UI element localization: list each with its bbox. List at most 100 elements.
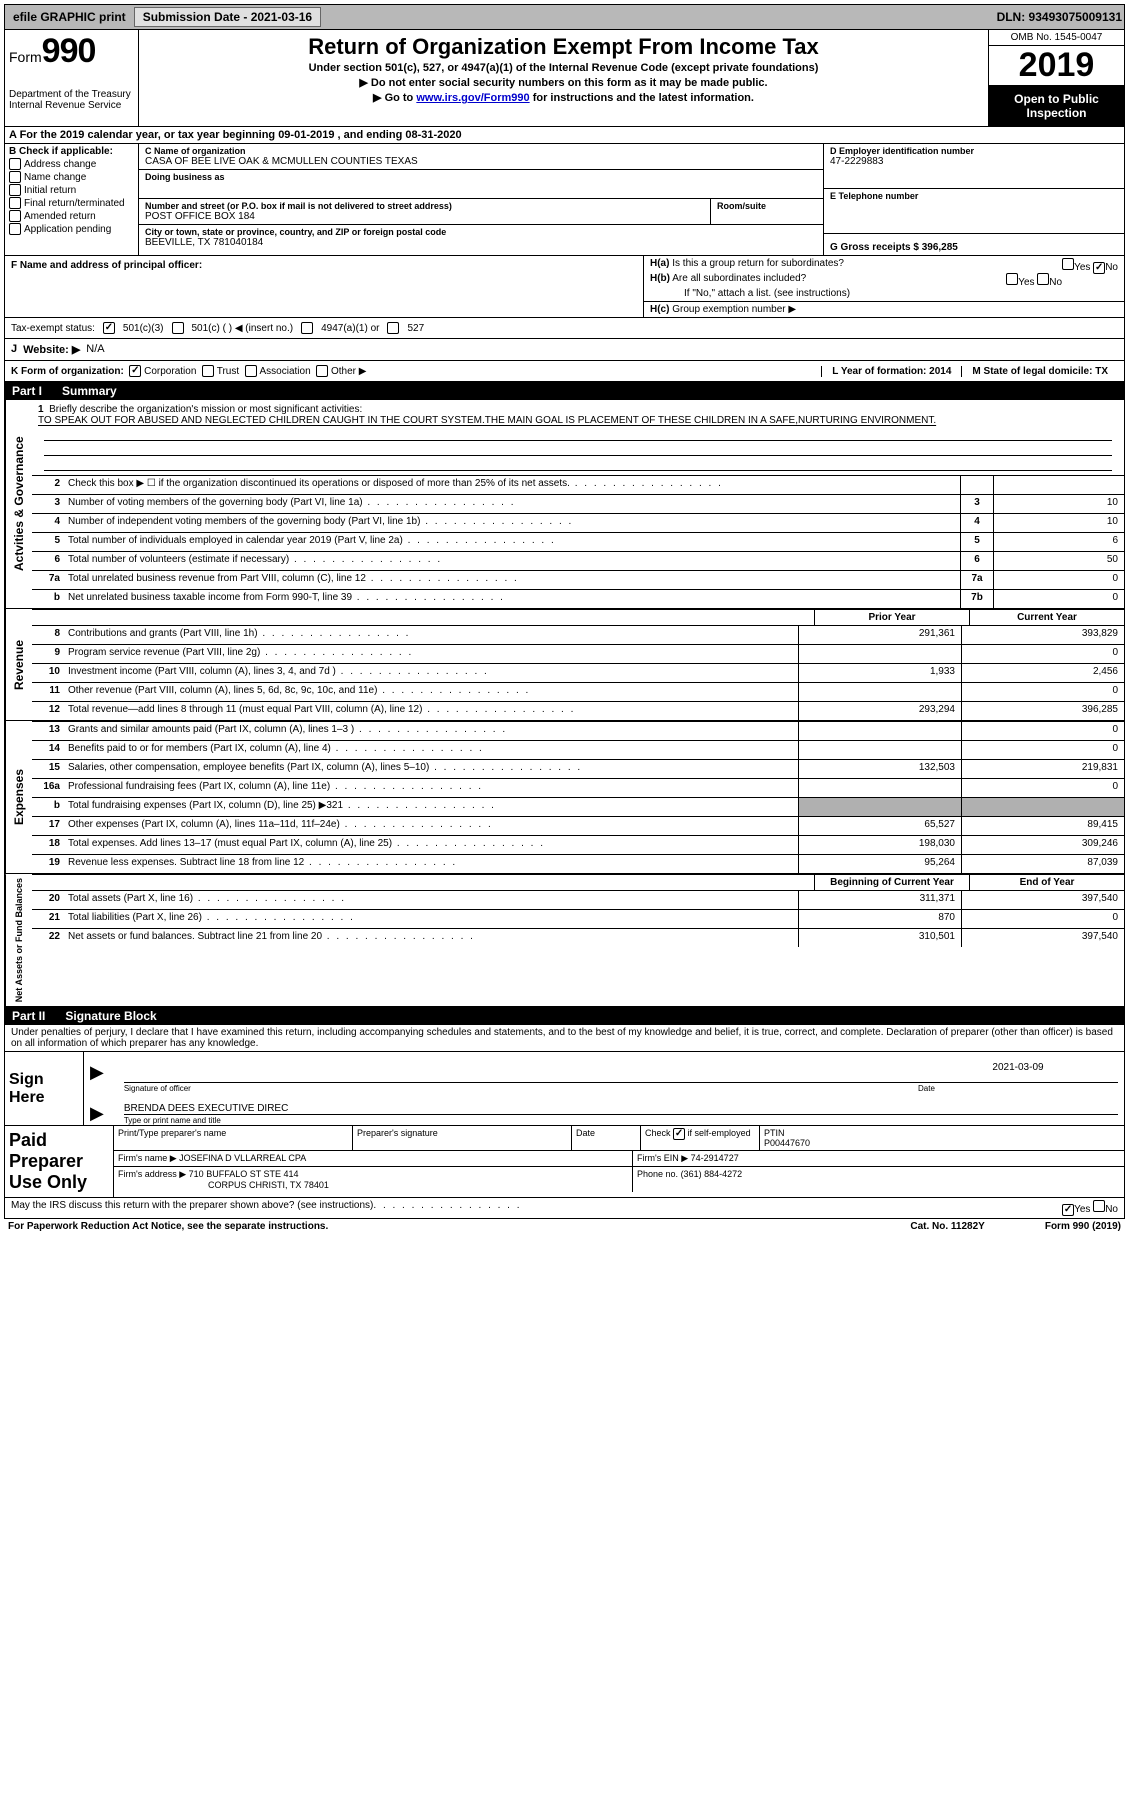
chk-assoc[interactable] <box>245 365 257 377</box>
h-section: H(a) Is this a group return for subordin… <box>643 256 1124 317</box>
curr-val: 89,415 <box>961 817 1124 835</box>
firm-name-cell: Firm's name ▶ JOSEFINA D VLLARREAL CPA <box>114 1151 633 1166</box>
netassets-section: Net Assets or Fund Balances Beginning of… <box>4 874 1125 1007</box>
line-num: 8 <box>32 626 64 644</box>
line-num: 4 <box>32 514 64 532</box>
line-val: 50 <box>993 552 1124 570</box>
row-j: J Website: ▶ N/A <box>4 339 1125 361</box>
prior-year-hdr: Prior Year <box>814 610 969 625</box>
line-desc: Number of independent voting members of … <box>64 514 960 532</box>
activities-governance: Actvities & Governance 1 Briefly describ… <box>4 400 1125 609</box>
discuss-no[interactable] <box>1093 1200 1105 1212</box>
chk-corp[interactable] <box>129 365 141 377</box>
curr-val: 397,540 <box>961 891 1124 909</box>
irs-link[interactable]: www.irs.gov/Form990 <box>416 92 529 104</box>
chk-name-change[interactable]: Name change <box>9 171 134 183</box>
expenses-section: Expenses 13 Grants and similar amounts p… <box>4 721 1125 874</box>
address: POST OFFICE BOX 184 <box>145 211 704 222</box>
data-row: 20 Total assets (Part X, line 16) 311,37… <box>32 890 1124 909</box>
box-num: 5 <box>960 533 993 551</box>
line-num: 7a <box>32 571 64 589</box>
chk-527[interactable] <box>387 322 399 334</box>
ha-yes[interactable] <box>1062 258 1074 270</box>
website-val: N/A <box>86 343 104 356</box>
sig-officer-label: Signature of officer <box>124 1082 918 1093</box>
chk-self-employed[interactable] <box>673 1128 685 1140</box>
perjury-declaration: Under penalties of perjury, I declare th… <box>5 1025 1124 1051</box>
line-desc: Check this box ▶ ☐ if the organization d… <box>64 476 960 494</box>
sign-here-row: Sign Here ▶ 2021-03-09 Signature of offi… <box>5 1051 1124 1125</box>
begin-year-hdr: Beginning of Current Year <box>814 875 969 890</box>
line-num: 17 <box>32 817 64 835</box>
prior-val <box>798 798 961 816</box>
org-name-cell: C Name of organization CASA OF BEE LIVE … <box>139 144 823 170</box>
data-row: 21 Total liabilities (Part X, line 26) 8… <box>32 909 1124 928</box>
form-prefix: Form <box>9 49 42 65</box>
footer: For Paperwork Reduction Act Notice, see … <box>4 1219 1125 1234</box>
chk-initial-return[interactable]: Initial return <box>9 184 134 196</box>
discuss-yes[interactable] <box>1062 1204 1074 1216</box>
chk-other[interactable] <box>316 365 328 377</box>
data-row: b Total fundraising expenses (Part IX, c… <box>32 797 1124 816</box>
prep-row-2: Firm's name ▶ JOSEFINA D VLLARREAL CPA F… <box>114 1150 1124 1166</box>
chk-4947[interactable] <box>301 322 313 334</box>
efile-label: efile GRAPHIC print <box>7 8 132 26</box>
chk-pending[interactable]: Application pending <box>9 223 134 235</box>
hb-yes[interactable] <box>1006 273 1018 285</box>
officer-sig-line: ▶ 2021-03-09 Signature of officer Date <box>84 1052 1124 1093</box>
data-row: 14 Benefits paid to or for members (Part… <box>32 740 1124 759</box>
prep-row-3: Firm's address ▶ 710 BUFFALO ST STE 414 … <box>114 1166 1124 1192</box>
prep-sig-label: Preparer's signature <box>353 1126 572 1150</box>
line-num: 10 <box>32 664 64 682</box>
chk-trust[interactable] <box>202 365 214 377</box>
line-val <box>993 476 1124 494</box>
part1-header: Part I Summary <box>4 382 1125 400</box>
sign-here-label: Sign Here <box>5 1052 84 1125</box>
prior-val: 870 <box>798 910 961 928</box>
prior-val <box>798 741 961 759</box>
firm-phone-cell: Phone no. (361) 884-4272 <box>633 1167 1124 1192</box>
box-num <box>960 476 993 494</box>
data-row: 12 Total revenue—add lines 8 through 11 … <box>32 701 1124 720</box>
tax-exempt-row: Tax-exempt status: 501(c)(3) 501(c) ( ) … <box>4 318 1125 339</box>
officer-name: BRENDA DEES EXECUTIVE DIREC <box>124 1103 1118 1114</box>
box-num: 7b <box>960 590 993 608</box>
prior-val <box>798 645 961 663</box>
curr-val: 0 <box>961 779 1124 797</box>
data-row: b Net unrelated business taxable income … <box>32 589 1124 608</box>
line-num: 21 <box>32 910 64 928</box>
chk-amended[interactable]: Amended return <box>9 210 134 222</box>
col-d-e-g: D Employer identification number 47-2229… <box>823 144 1124 255</box>
curr-val <box>961 798 1124 816</box>
chk-final-return[interactable]: Final return/terminated <box>9 197 134 209</box>
current-year-hdr: Current Year <box>969 610 1124 625</box>
blank-line <box>44 441 1112 456</box>
signature-section: Under penalties of perjury, I declare th… <box>4 1025 1125 1219</box>
hb-no[interactable] <box>1037 273 1049 285</box>
curr-val: 87,039 <box>961 855 1124 873</box>
box-num: 3 <box>960 495 993 513</box>
form-title: Return of Organization Exempt From Incom… <box>143 34 984 60</box>
line-desc: Program service revenue (Part VIII, line… <box>64 645 798 663</box>
line-desc: Total revenue—add lines 8 through 11 (mu… <box>64 702 798 720</box>
city: BEEVILLE, TX 781040184 <box>145 237 817 248</box>
tax-label: Tax-exempt status: <box>11 323 95 334</box>
sub3-suffix: for instructions and the latest informat… <box>530 92 754 104</box>
paid-preparer-row: Paid Preparer Use Only Print/Type prepar… <box>5 1125 1124 1197</box>
prior-val: 293,294 <box>798 702 961 720</box>
omb-number: OMB No. 1545-0047 <box>989 30 1124 46</box>
box-num: 6 <box>960 552 993 570</box>
data-row: 17 Other expenses (Part IX, column (A), … <box>32 816 1124 835</box>
line-num: 12 <box>32 702 64 720</box>
ha-no[interactable] <box>1093 262 1105 274</box>
chk-501c[interactable] <box>172 322 184 334</box>
cat-no: Cat. No. 11282Y <box>910 1221 984 1232</box>
row-f-h: F Name and address of principal officer:… <box>4 256 1125 318</box>
prior-val <box>798 683 961 701</box>
open-public: Open to Public Inspection <box>989 86 1124 126</box>
line-num: 18 <box>32 836 64 854</box>
chk-address-change[interactable]: Address change <box>9 158 134 170</box>
line-num: 20 <box>32 891 64 909</box>
chk-501c3[interactable] <box>103 322 115 334</box>
prior-val: 132,503 <box>798 760 961 778</box>
